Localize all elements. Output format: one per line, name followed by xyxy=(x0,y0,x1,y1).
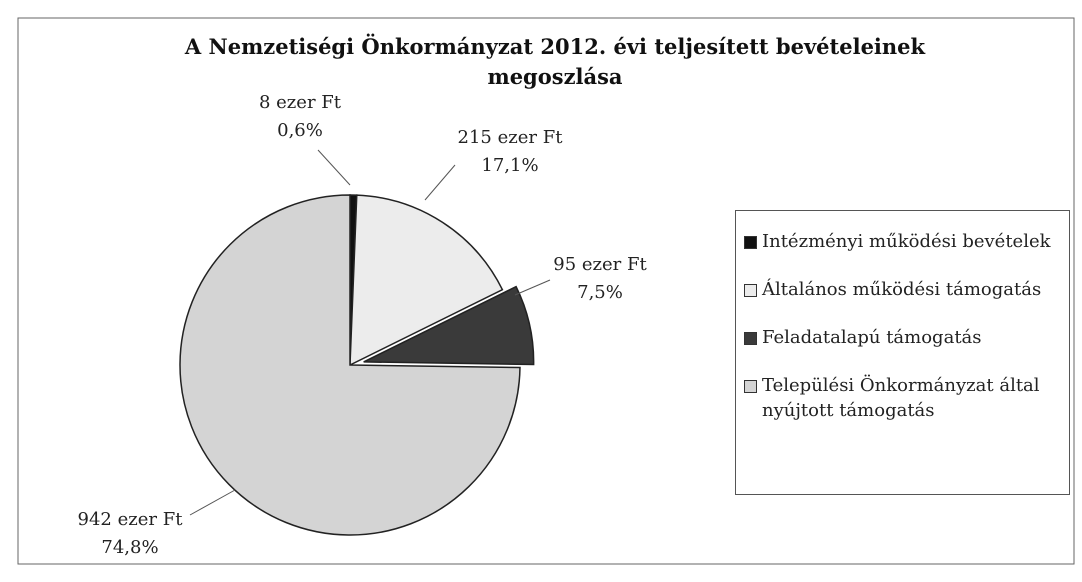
leader-line xyxy=(514,279,551,296)
data-label: 942 ezer Ft xyxy=(78,509,184,530)
legend-swatch xyxy=(744,332,757,345)
legend-entry: Intézményi működési bevételek xyxy=(744,229,1065,254)
legend-swatch xyxy=(744,236,757,249)
percent-label: 17,1% xyxy=(481,155,538,176)
legend-label: Települési Önkormányzat által nyújtott t… xyxy=(762,375,1040,421)
data-label: 8 ezer Ft xyxy=(259,92,342,113)
legend-entry: Települési Önkormányzat által nyújtott t… xyxy=(744,373,1065,423)
chart-title: A Nemzetiségi Önkormányzat 2012. évi tel… xyxy=(184,34,926,89)
legend-swatch xyxy=(744,380,757,393)
legend-label: Feladatalapú támogatás xyxy=(762,327,982,348)
data-label: 95 ezer Ft xyxy=(553,254,647,275)
percent-label: 0,6% xyxy=(277,120,323,141)
legend-entry: Feladatalapú támogatás xyxy=(744,325,1065,350)
leader-line xyxy=(424,164,456,201)
leader-line xyxy=(317,149,351,186)
legend-entry: Általános működési támogatás xyxy=(744,277,1065,302)
data-label: 215 ezer Ft xyxy=(458,127,564,148)
legend-swatch xyxy=(744,284,757,297)
pie-slice xyxy=(363,285,535,366)
leader-line xyxy=(189,489,236,516)
percent-label: 7,5% xyxy=(577,282,623,303)
percent-label: 74,8% xyxy=(101,537,158,558)
legend-label: Intézményi működési bevételek xyxy=(762,231,1051,252)
legend-label: Általános működési támogatás xyxy=(762,279,1042,300)
pie-slice xyxy=(179,194,521,536)
chart-border xyxy=(17,17,1075,565)
legend: Intézményi működési bevételek Általános m… xyxy=(735,210,1070,495)
pie-slice xyxy=(349,194,504,367)
